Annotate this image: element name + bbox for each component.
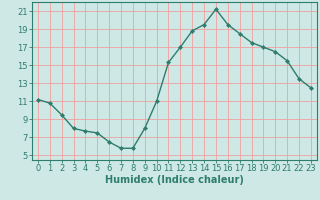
X-axis label: Humidex (Indice chaleur): Humidex (Indice chaleur): [105, 175, 244, 185]
